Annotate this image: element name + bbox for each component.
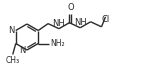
Text: NH: NH (53, 19, 65, 28)
Text: NH: NH (74, 18, 87, 27)
Text: N: N (20, 46, 26, 55)
Text: O: O (67, 3, 74, 12)
Text: Cl: Cl (101, 15, 110, 24)
Text: NH₂: NH₂ (50, 39, 65, 48)
Text: CH₃: CH₃ (6, 56, 20, 65)
Text: N: N (8, 25, 15, 34)
